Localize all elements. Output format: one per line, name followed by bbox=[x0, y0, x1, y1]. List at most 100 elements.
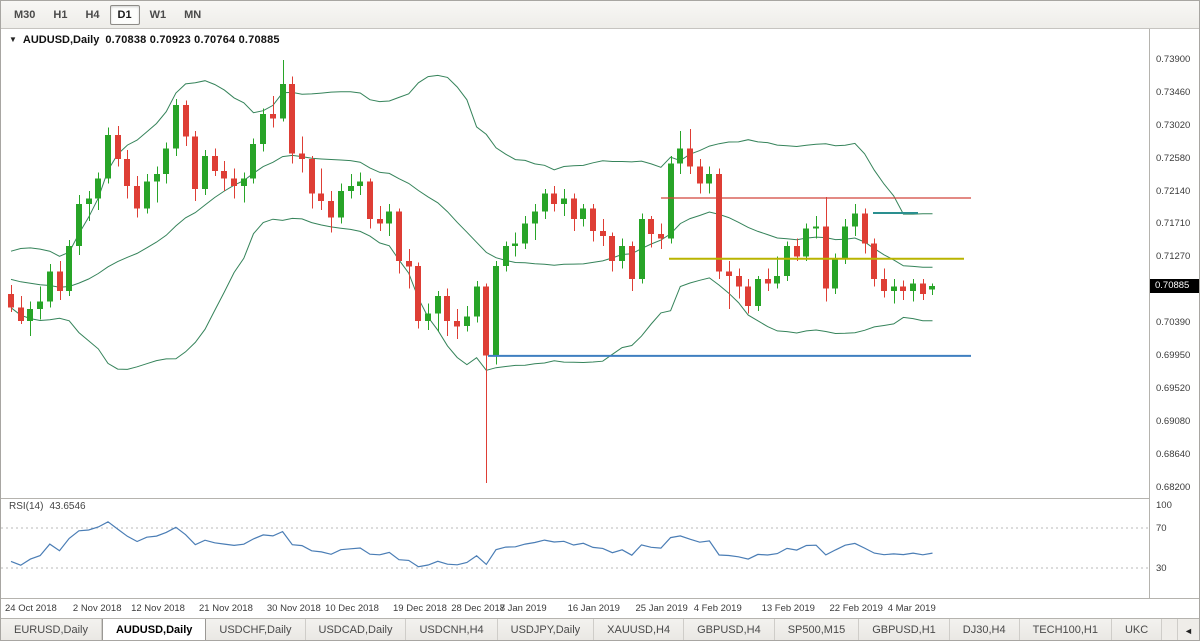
candle-body bbox=[454, 321, 460, 327]
chart-tab-sp500-m15[interactable]: SP500,M15 bbox=[774, 619, 860, 640]
candle-body bbox=[415, 266, 421, 321]
candle-body bbox=[736, 276, 742, 287]
candle-body bbox=[260, 114, 266, 144]
candle-body bbox=[66, 246, 72, 291]
candle-body bbox=[522, 223, 528, 244]
timeframe-button-w1[interactable]: W1 bbox=[142, 5, 175, 25]
price-tick-label: 0.69950 bbox=[1156, 350, 1191, 362]
price-chart-canvas[interactable] bbox=[1, 29, 1149, 498]
timeframe-button-mn[interactable]: MN bbox=[176, 5, 209, 25]
candle-body bbox=[202, 156, 208, 189]
candle-body bbox=[512, 243, 518, 246]
timeframe-button-h4[interactable]: H4 bbox=[77, 5, 107, 25]
candle-body bbox=[231, 178, 237, 186]
candle-body bbox=[503, 246, 509, 267]
rsi-label: RSI(14) bbox=[9, 501, 44, 512]
timeframe-button-d1[interactable]: D1 bbox=[109, 4, 140, 25]
candle-body bbox=[745, 286, 751, 306]
time-axis-label: 12 Nov 2018 bbox=[131, 603, 185, 614]
chart-tabs: EURUSD,Daily AUDUSD,Daily USDCHF,Daily USDC… bbox=[1, 619, 1177, 640]
time-axis-label: 13 Feb 2019 bbox=[761, 603, 815, 614]
time-axis-label: 19 Dec 2018 bbox=[393, 603, 447, 614]
candle-body bbox=[396, 211, 402, 261]
chart-tab-usdjpy-daily[interactable]: USDJPY,Daily bbox=[497, 619, 595, 640]
chart-tab-audusd-daily[interactable]: AUDUSD,Daily bbox=[101, 619, 207, 640]
price-tick-label: 0.70390 bbox=[1156, 317, 1191, 329]
price-tick-label: 0.71710 bbox=[1156, 218, 1191, 230]
candle-body bbox=[784, 246, 790, 276]
candle-body bbox=[832, 258, 838, 289]
candle-body bbox=[309, 159, 315, 194]
candle-body bbox=[348, 186, 354, 192]
candle-body bbox=[163, 148, 169, 174]
bollinger-lower-band bbox=[10, 217, 933, 371]
rsi-indicator-canvas[interactable] bbox=[1, 498, 1149, 598]
chart-tab-xauusd-h4[interactable]: XAUUSD,H4 bbox=[594, 619, 685, 640]
time-axis-label: 4 Feb 2019 bbox=[693, 603, 742, 614]
time-axis-label: 28 Dec 2018 bbox=[451, 603, 506, 614]
time-axis-label: 7 Jan 2019 bbox=[499, 603, 547, 614]
chart-tab-usdchf-daily[interactable]: USDCHF,Daily bbox=[206, 619, 306, 640]
candle-body bbox=[444, 296, 450, 321]
chart-ohlc-values: 0.70838 0.70923 0.70764 0.70885 bbox=[105, 34, 280, 46]
candle-body bbox=[328, 201, 334, 218]
timeframe-button-m30[interactable]: M30 bbox=[6, 5, 43, 25]
price-tick-label: 0.73460 bbox=[1156, 87, 1191, 98]
chart-tab-usdcad-daily[interactable]: USDCAD,Daily bbox=[305, 619, 407, 640]
candle-body bbox=[813, 226, 819, 229]
candle-body bbox=[212, 156, 218, 171]
chart-tab-gbpusd-h1[interactable]: GBPUSD,H1 bbox=[859, 619, 950, 640]
price-axis[interactable]: 0.70885 0.73900 0.73460 0.73020 0.72580 0.72… bbox=[1149, 29, 1199, 598]
candle-body bbox=[852, 213, 858, 227]
chart-tab-eurusd-daily[interactable]: EURUSD,Daily bbox=[1, 619, 102, 640]
candle-body bbox=[687, 148, 693, 167]
candle-body bbox=[221, 171, 227, 179]
bollinger-middle-band bbox=[10, 154, 933, 288]
timeframe-button-h1[interactable]: H1 bbox=[45, 5, 75, 25]
candle-body bbox=[406, 261, 412, 267]
candle-body bbox=[891, 286, 897, 291]
chart-tab-dj30-h4[interactable]: DJ30,H4 bbox=[949, 619, 1020, 640]
candle-body bbox=[338, 191, 344, 218]
candle-body bbox=[571, 198, 577, 219]
candle-body bbox=[842, 226, 848, 259]
candle-body bbox=[639, 219, 645, 279]
candle-body bbox=[377, 219, 383, 224]
candle-body bbox=[765, 279, 771, 284]
chart-tab-gbpusd-h4[interactable]: GBPUSD,H4 bbox=[684, 619, 775, 640]
chart-symbol-label: AUDUSD,Daily bbox=[22, 34, 100, 46]
time-axis-label: 4 Mar 2019 bbox=[887, 603, 936, 614]
candle-body bbox=[154, 174, 160, 182]
price-tick-label: 0.68640 bbox=[1156, 448, 1191, 460]
candle-body bbox=[929, 286, 935, 290]
chart-tab-tech100-h1[interactable]: TECH100,H1 bbox=[1019, 619, 1112, 640]
chart-tab-usdcnh-h4[interactable]: USDCNH,H4 bbox=[406, 619, 498, 640]
candle-body bbox=[192, 136, 198, 189]
time-axis-label: 16 Jan 2019 bbox=[567, 603, 620, 614]
tab-scroll-left-button[interactable]: ◄ bbox=[1177, 619, 1199, 640]
time-axis[interactable]: 24 Oct 2018 2 Nov 2018 12 Nov 2018 21 Nov 2… bbox=[1, 598, 1199, 618]
candle-body bbox=[920, 283, 926, 294]
time-axis-label: 2 Nov 2018 bbox=[72, 603, 122, 614]
candle-body bbox=[144, 181, 150, 209]
candle-body bbox=[774, 276, 780, 284]
chart-window: ▼ AUDUSD,Daily 0.70838 0.70923 0.70764 0… bbox=[1, 29, 1199, 618]
time-axis-label: 22 Feb 2019 bbox=[829, 603, 883, 614]
candle-body bbox=[823, 226, 829, 289]
candle-body bbox=[580, 208, 586, 219]
time-axis-label: 21 Nov 2018 bbox=[199, 603, 253, 614]
rsi-title: RSI(14) 43.6546 bbox=[9, 501, 86, 512]
candle-body bbox=[862, 213, 868, 244]
candle-body bbox=[677, 148, 683, 164]
candle-body bbox=[532, 211, 538, 224]
candle-body bbox=[425, 313, 431, 321]
candle-body bbox=[95, 178, 101, 199]
candle-body bbox=[115, 135, 121, 159]
chart-tab-ukc[interactable]: UKC bbox=[1111, 619, 1163, 640]
candle-body bbox=[250, 144, 256, 179]
chart-dropdown-icon[interactable]: ▼ bbox=[9, 34, 17, 44]
candle-body bbox=[124, 159, 130, 186]
candle-body bbox=[561, 198, 567, 204]
candle-body bbox=[18, 307, 24, 321]
